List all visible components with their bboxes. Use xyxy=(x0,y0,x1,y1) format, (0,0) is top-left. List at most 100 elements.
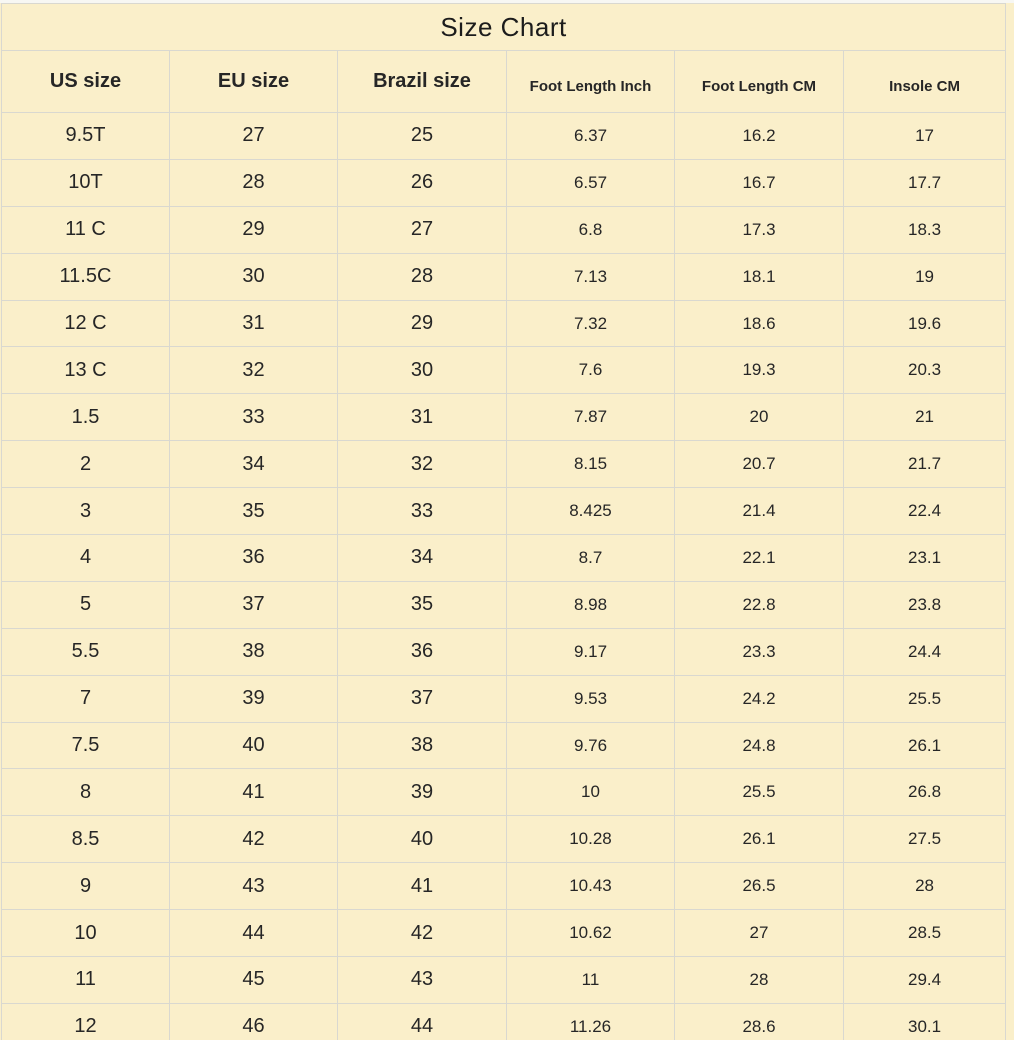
table-cell: 28.5 xyxy=(842,909,1007,958)
table-cell: 19 xyxy=(842,252,1007,301)
table-cell: 26.1 xyxy=(674,815,844,864)
table-cell: 4 xyxy=(1,534,170,582)
table-cell: 32 xyxy=(337,440,507,489)
table-cell: 31 xyxy=(337,393,507,442)
table-row: 11.5C 30 28 7.13 18.1 19 xyxy=(1,252,1007,301)
table-row: 8.5 42 40 10.28 26.1 27.5 xyxy=(1,815,1007,864)
table-cell: 28.6 xyxy=(674,1002,844,1040)
table-cell: 21 xyxy=(842,393,1007,442)
table-cell: 38 xyxy=(169,627,338,676)
table-cell: 17.7 xyxy=(842,158,1007,207)
table-cell: 10T xyxy=(1,158,170,207)
table-cell: 28 xyxy=(337,252,507,301)
table-cell: 34 xyxy=(169,440,338,489)
table-cell: 28 xyxy=(674,956,844,1004)
table-cell: 43 xyxy=(169,862,338,911)
table-cell: 20 xyxy=(674,393,844,442)
table-cell: 22.4 xyxy=(842,487,1007,536)
table-row: 12 C 31 29 7.32 18.6 19.6 xyxy=(1,299,1007,348)
column-header-foot-length-inch: Foot Length Inch xyxy=(506,50,675,113)
table-cell: 24.8 xyxy=(674,721,844,770)
table-cell: 46 xyxy=(169,1002,338,1040)
table-cell: 23.3 xyxy=(674,627,844,676)
table-cell: 7.6 xyxy=(506,346,675,395)
table-cell: 8.425 xyxy=(506,487,675,536)
table-row: 10 44 42 10.62 27 28.5 xyxy=(1,909,1007,958)
table-cell: 27.5 xyxy=(842,815,1007,864)
table-cell: 35 xyxy=(337,580,507,629)
column-header-brazil-size: Brazil size xyxy=(337,50,507,113)
table-cell: 29 xyxy=(169,205,338,254)
table-cell: 26 xyxy=(337,158,507,207)
table-cell: 34 xyxy=(337,534,507,582)
table-cell: 1.5 xyxy=(1,393,170,442)
table-cell: 40 xyxy=(337,815,507,864)
table-cell: 10.62 xyxy=(506,909,675,958)
column-header-eu-size: EU size xyxy=(169,50,338,113)
table-cell: 2 xyxy=(1,440,170,489)
table-cell: 8.15 xyxy=(506,440,675,489)
table-row: 1.5 33 31 7.87 20 21 xyxy=(1,393,1007,442)
table-cell: 33 xyxy=(169,393,338,442)
table-cell: 41 xyxy=(169,768,338,817)
table-cell: 26.1 xyxy=(842,721,1007,770)
table-cell: 36 xyxy=(337,627,507,676)
table-cell: 11 C xyxy=(1,205,170,254)
table-cell: 11 xyxy=(1,956,170,1004)
table-cell: 8.98 xyxy=(506,580,675,629)
table-cell: 9.5T xyxy=(1,112,170,160)
table-cell: 33 xyxy=(337,487,507,536)
table-row: 10T 28 26 6.57 16.7 17.7 xyxy=(1,158,1007,207)
table-cell: 21.4 xyxy=(674,487,844,536)
table-cell: 41 xyxy=(337,862,507,911)
table-cell: 42 xyxy=(169,815,338,864)
table-cell: 39 xyxy=(337,768,507,817)
table-cell: 9.17 xyxy=(506,627,675,676)
table-cell: 22.1 xyxy=(674,534,844,582)
table-cell: 17.3 xyxy=(674,205,844,254)
table-cell: 12 xyxy=(1,1002,170,1040)
title-row: Size Chart xyxy=(0,3,1007,51)
table-row: 12 46 44 11.26 28.6 30.1 xyxy=(1,1002,1007,1040)
table-cell: 22.8 xyxy=(674,580,844,629)
column-header-foot-length-cm: Foot Length CM xyxy=(674,50,844,113)
table-cell: 30 xyxy=(169,252,338,301)
table-cell: 10.43 xyxy=(506,862,675,911)
table-row: 5.5 38 36 9.17 23.3 24.4 xyxy=(1,627,1007,676)
table-cell: 8.5 xyxy=(1,815,170,864)
table-cell: 6.37 xyxy=(506,112,675,160)
table-cell: 44 xyxy=(337,1002,507,1040)
table-cell: 20.7 xyxy=(674,440,844,489)
table-cell: 26.8 xyxy=(842,768,1007,817)
table-row: 4 36 34 8.7 22.1 23.1 xyxy=(1,534,1007,582)
table-cell: 35 xyxy=(169,487,338,536)
table-cell: 8.7 xyxy=(506,534,675,582)
table-cell: 11.26 xyxy=(506,1002,675,1040)
table-cell: 44 xyxy=(169,909,338,958)
table-cell: 19.6 xyxy=(842,299,1007,348)
table-cell: 43 xyxy=(337,956,507,1004)
table-cell: 7.87 xyxy=(506,393,675,442)
table-row: 7.5 40 38 9.76 24.8 26.1 xyxy=(1,721,1007,770)
table-cell: 29.4 xyxy=(842,956,1007,1004)
screenshot-top-edge xyxy=(0,0,1014,3)
table-cell: 30.1 xyxy=(842,1002,1007,1040)
table-cell: 26.5 xyxy=(674,862,844,911)
table-cell: 37 xyxy=(337,674,507,723)
page-title: Size Chart xyxy=(0,3,1007,51)
table-cell: 19.3 xyxy=(674,346,844,395)
table-cell: 13 C xyxy=(1,346,170,395)
table-cell: 40 xyxy=(169,721,338,770)
column-header-insole-cm: Insole CM xyxy=(842,50,1007,113)
table-row: 7 39 37 9.53 24.2 25.5 xyxy=(1,674,1007,723)
table-cell: 3 xyxy=(1,487,170,536)
table-cell: 11 xyxy=(506,956,675,1004)
table-cell: 18.6 xyxy=(674,299,844,348)
table-cell: 10 xyxy=(506,768,675,817)
table-cell: 28 xyxy=(842,862,1007,911)
table-cell: 27 xyxy=(337,205,507,254)
table-header-row: US size EU size Brazil size Foot Length … xyxy=(1,50,1007,113)
table-cell: 16.7 xyxy=(674,158,844,207)
table-row: 8 41 39 10 25.5 26.8 xyxy=(1,768,1007,817)
table-cell: 27 xyxy=(169,112,338,160)
